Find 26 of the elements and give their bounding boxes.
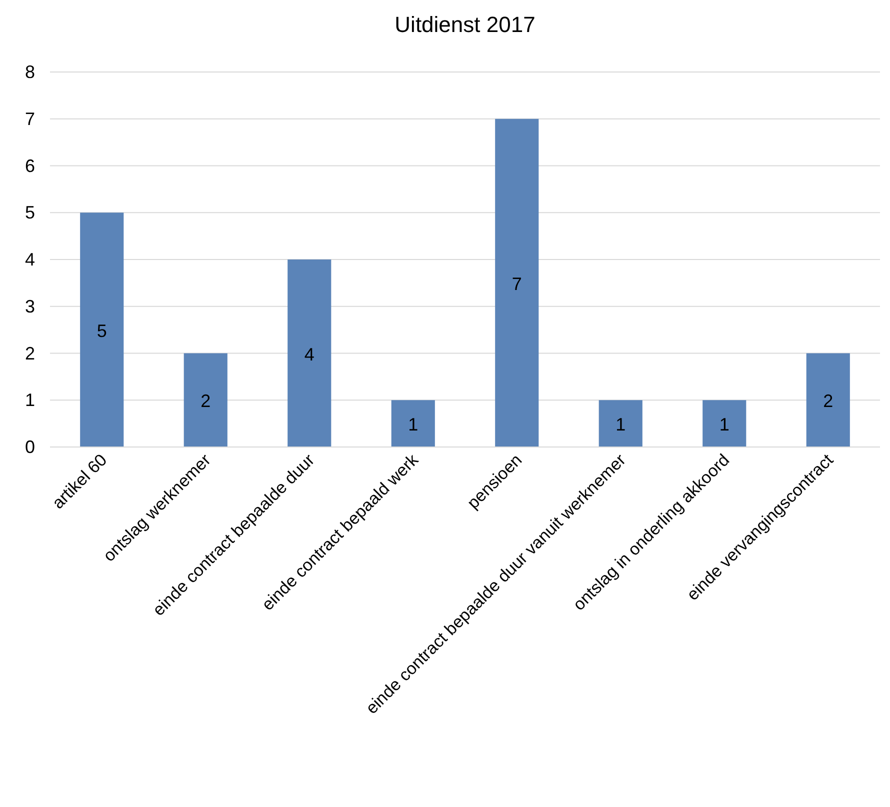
data-label: 4 — [304, 344, 314, 364]
data-label: 2 — [823, 391, 834, 412]
y-tick-label: 1 — [24, 390, 35, 410]
data-label: 1 — [408, 414, 418, 435]
data-label: 5 — [96, 320, 107, 341]
y-tick-label: 6 — [24, 156, 35, 176]
y-tick-label: 7 — [24, 108, 35, 129]
bar — [288, 260, 332, 447]
bar — [391, 400, 435, 447]
y-tick-label: 8 — [24, 62, 35, 82]
bar — [80, 212, 124, 447]
chart-title: Uitdienst 2017 — [394, 12, 536, 37]
y-tick-label: 5 — [24, 202, 35, 223]
bar — [495, 118, 539, 447]
data-label: 7 — [512, 274, 522, 294]
y-tick-label: 4 — [24, 250, 35, 270]
data-label: 1 — [616, 414, 626, 435]
bar — [806, 353, 850, 447]
data-label: 1 — [719, 414, 730, 435]
y-tick-label: 0 — [24, 437, 35, 457]
bar — [702, 400, 746, 447]
bar — [184, 353, 228, 447]
y-tick-label: 2 — [24, 343, 35, 364]
data-label: 2 — [200, 391, 211, 412]
y-tick-label: 3 — [24, 296, 35, 316]
bar — [598, 400, 642, 447]
